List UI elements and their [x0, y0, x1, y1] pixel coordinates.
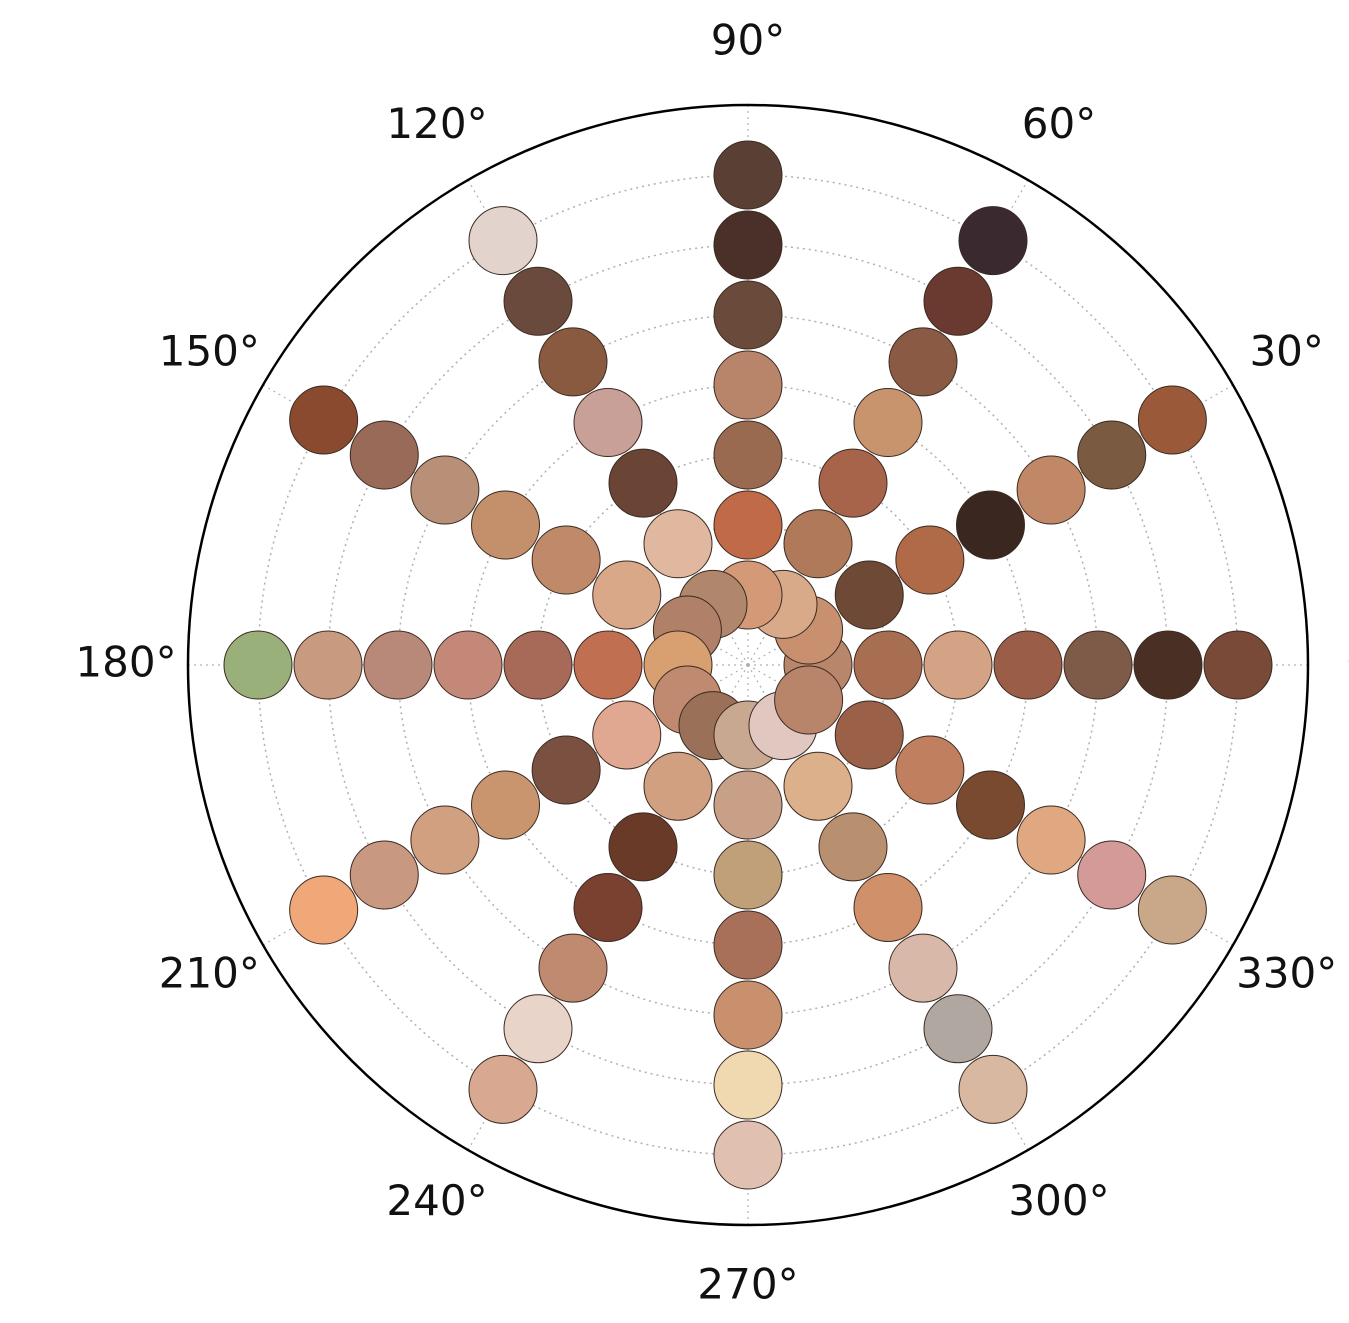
face-marker	[834, 560, 904, 630]
face-marker	[783, 751, 853, 821]
face-marker	[923, 630, 993, 700]
face-marker	[468, 206, 538, 276]
face-marker	[1063, 630, 1133, 700]
theta-tick-label: 30°	[1249, 327, 1323, 376]
face-marker	[713, 910, 783, 980]
face-marker	[592, 700, 662, 770]
face-marker	[713, 1050, 783, 1120]
face-marker	[643, 751, 713, 821]
theta-tick-label: 120°	[386, 99, 487, 148]
theta-tick-label: 300°	[1008, 1176, 1109, 1225]
theta-tick-label: 60°	[1022, 99, 1096, 148]
face-marker	[573, 872, 643, 942]
face-marker	[503, 994, 573, 1064]
face-marker	[1137, 385, 1207, 455]
face-marker	[958, 206, 1028, 276]
face-marker	[888, 933, 958, 1003]
face-marker	[1137, 875, 1207, 945]
face-marker	[713, 420, 783, 490]
face-marker	[289, 875, 359, 945]
theta-tick-label: 180°	[75, 638, 176, 687]
face-marker	[531, 525, 601, 595]
theta-tick-label: 240°	[386, 1176, 487, 1225]
face-marker	[471, 490, 541, 560]
face-marker	[993, 630, 1063, 700]
face-marker	[853, 872, 923, 942]
face-marker	[608, 812, 678, 882]
face-marker	[538, 327, 608, 397]
face-marker	[363, 630, 433, 700]
face-marker	[471, 770, 541, 840]
polar-outline	[186, 103, 1310, 1227]
face-marker	[608, 448, 678, 518]
face-marker	[1203, 630, 1273, 700]
face-marker	[713, 490, 783, 560]
face-marker	[713, 280, 783, 350]
face-marker	[923, 994, 993, 1064]
face-marker	[895, 735, 965, 805]
face-marker	[293, 630, 363, 700]
face-marker	[888, 327, 958, 397]
face-marker	[1077, 840, 1147, 910]
face-marker	[853, 388, 923, 458]
theta-tick-label: 0°	[1346, 638, 1349, 687]
face-marker	[1077, 420, 1147, 490]
theta-tick-label: 210°	[159, 949, 260, 998]
theta-tick-label: 90°	[711, 16, 785, 65]
face-marker	[410, 455, 480, 525]
face-marker	[349, 840, 419, 910]
face-marker	[853, 630, 923, 700]
face-marker	[713, 210, 783, 280]
face-marker	[538, 933, 608, 1003]
face-marker	[713, 980, 783, 1050]
face-marker	[289, 385, 359, 455]
face-marker	[410, 805, 480, 875]
face-marker	[774, 665, 844, 735]
face-marker	[531, 735, 601, 805]
face-marker	[349, 420, 419, 490]
face-marker	[783, 509, 853, 579]
face-marker	[643, 509, 713, 579]
face-marker	[503, 630, 573, 700]
face-marker	[1016, 805, 1086, 875]
face-marker	[958, 1054, 1028, 1124]
theta-tick-label: 270°	[697, 1260, 798, 1309]
face-marker	[818, 448, 888, 518]
face-marker	[503, 266, 573, 336]
face-marker	[955, 770, 1025, 840]
face-marker	[713, 140, 783, 210]
face-marker	[895, 525, 965, 595]
face-marker	[834, 700, 904, 770]
face-marker	[223, 630, 293, 700]
face-marker	[713, 1120, 783, 1190]
face-marker	[573, 388, 643, 458]
face-marker	[923, 266, 993, 336]
face-marker	[468, 1054, 538, 1124]
theta-tick-label: 150°	[159, 327, 260, 376]
face-marker	[713, 770, 783, 840]
theta-tick-label: 330°	[1236, 949, 1337, 998]
face-marker	[955, 490, 1025, 560]
face-marker	[573, 630, 643, 700]
face-marker	[1016, 455, 1086, 525]
face-marker	[713, 350, 783, 420]
face-marker	[592, 560, 662, 630]
face-marker	[713, 840, 783, 910]
face-marker	[818, 812, 888, 882]
face-marker	[433, 630, 503, 700]
face-marker	[1133, 630, 1203, 700]
